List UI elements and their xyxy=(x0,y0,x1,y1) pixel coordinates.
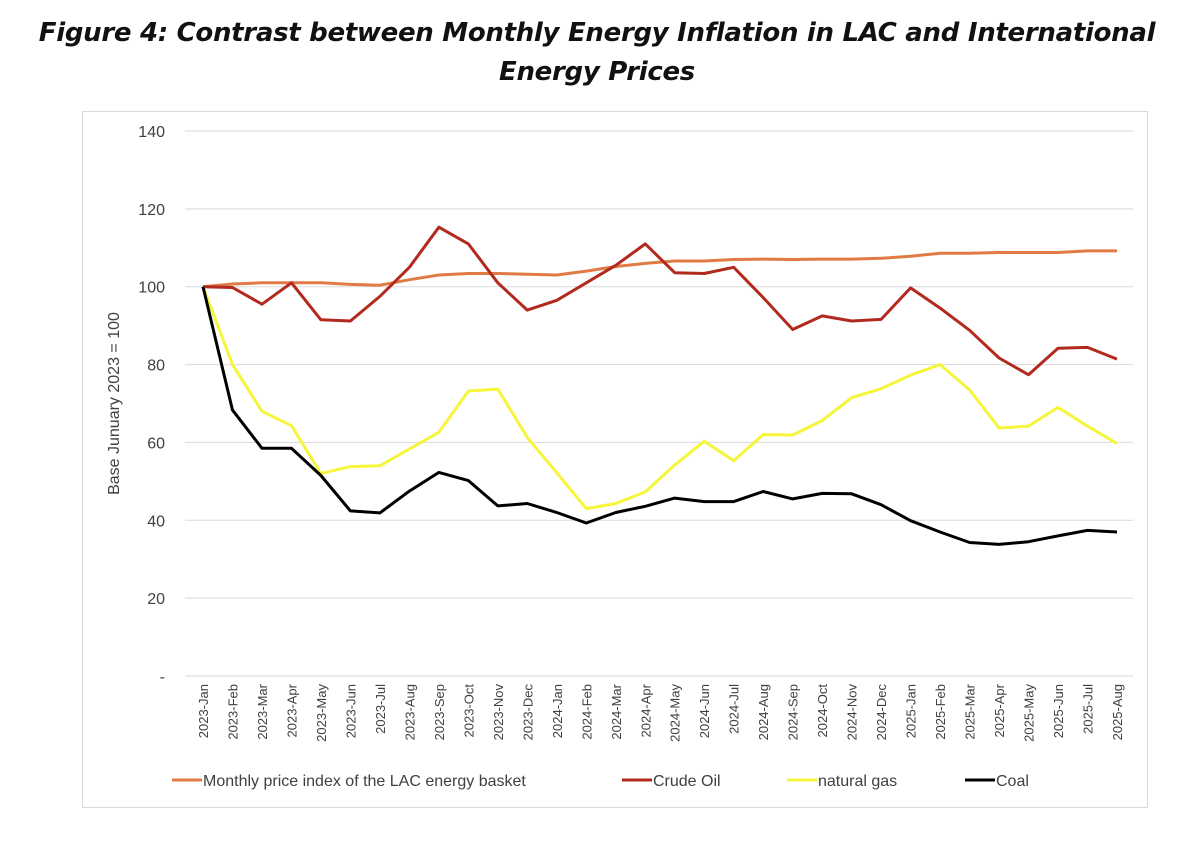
x-tick-label: 2023-Jan xyxy=(196,684,211,738)
x-tick-label: 2024-May xyxy=(668,684,683,742)
x-tick-label: 2023-Apr xyxy=(284,683,299,737)
x-tick-label: 2025-May xyxy=(1022,684,1037,742)
legend-label: natural gas xyxy=(818,773,897,790)
x-tick-label: 2023-Jun xyxy=(343,684,358,738)
y-tick-label: - xyxy=(160,669,165,686)
series-line-coal xyxy=(201,286,1118,546)
x-tick-label: 2024-Feb xyxy=(579,684,594,740)
x-tick-label: 2024-Mar xyxy=(609,683,624,739)
series-line-crude-oil xyxy=(202,225,1118,377)
y-tick-label: 100 xyxy=(138,280,165,297)
y-tick-label: 20 xyxy=(147,591,165,608)
series-line-natural-gas xyxy=(201,286,1118,511)
x-tick-label: 2023-Oct xyxy=(461,684,476,738)
x-tick-label: 2023-Mar xyxy=(255,683,270,739)
x-tick-label: 2025-Feb xyxy=(933,684,948,740)
legend-label: Crude Oil xyxy=(653,773,721,790)
x-tick-label: 2023-Feb xyxy=(225,684,240,740)
series-line-monthly-price-index-of-the-lac-energy-basket xyxy=(202,249,1117,289)
x-tick-label: 2023-Sep xyxy=(432,684,447,740)
x-tick-label: 2024-Jul xyxy=(727,684,742,734)
legend-label: Coal xyxy=(996,773,1029,790)
y-tick-label: 80 xyxy=(147,358,165,375)
legend-label: Monthly price index of the LAC energy ba… xyxy=(203,773,526,790)
x-tick-label: 2023-Nov xyxy=(491,684,506,741)
chart-title: Figure 4: Contrast between Monthly Energ… xyxy=(38,18,1156,87)
y-tick-label: 60 xyxy=(147,435,165,452)
y-tick-label: 140 xyxy=(138,124,165,141)
chart-frame xyxy=(82,111,1148,808)
x-tick-label: 2023-Aug xyxy=(402,684,417,740)
y-tick-label: 40 xyxy=(147,513,165,530)
x-tick-label: 2025-Jul xyxy=(1081,684,1096,734)
y-tick-label: 120 xyxy=(138,202,165,219)
x-tick-label: 2024-Aug xyxy=(756,684,771,740)
x-tick-label: 2024-Apr xyxy=(638,683,653,737)
x-tick-label: 2023-Jul xyxy=(373,684,388,734)
x-tick-label: 2024-Oct xyxy=(815,684,830,738)
x-tick-label: 2023-Dec xyxy=(520,684,535,741)
x-tick-label: 2024-Dec xyxy=(874,684,889,741)
x-tick-label: 2024-Jun xyxy=(697,684,712,738)
x-tick-label: 2025-Apr xyxy=(992,683,1007,737)
x-tick-label: 2025-Jan xyxy=(904,684,919,738)
x-tick-label: 2025-Aug xyxy=(1110,684,1125,740)
x-tick-label: 2024-Nov xyxy=(845,684,860,741)
x-tick-label: 2024-Sep xyxy=(786,684,801,740)
x-tick-label: 2025-Mar xyxy=(963,683,978,739)
x-tick-label: 2025-Jun xyxy=(1051,684,1066,738)
x-tick-label: 2023-May xyxy=(314,684,329,742)
x-tick-label: 2024-Jan xyxy=(550,684,565,738)
y-axis-label: Base Junuary 2023 = 100 xyxy=(106,312,123,495)
